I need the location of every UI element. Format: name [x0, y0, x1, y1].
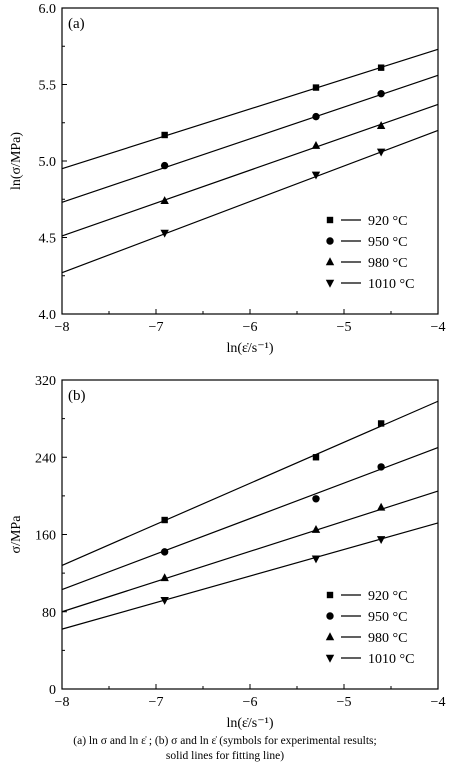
legend-marker	[325, 632, 335, 641]
fit-line	[61, 490, 439, 613]
data-point	[377, 420, 385, 427]
legend-label: 1010 °C	[368, 277, 414, 292]
fit-line	[61, 522, 439, 630]
data-point	[311, 524, 321, 533]
data-point	[376, 536, 386, 545]
data-point	[160, 161, 169, 170]
data-point	[312, 112, 320, 121]
fit-line	[61, 400, 439, 566]
x-tick-label: −7	[149, 320, 164, 335]
x-tick-label: −8	[55, 695, 70, 710]
legend-marker	[326, 237, 334, 245]
data-point	[376, 502, 386, 511]
fit-line	[61, 74, 439, 203]
figure-caption: (a) ln σ and ln ε̇ ; (b) σ and ln ε̇ (sy…	[0, 734, 450, 764]
y-tick-label: 160	[35, 529, 56, 544]
y-tick-label: 6.0	[39, 2, 57, 17]
x-axis-label: ln(ε̇/s⁻¹)	[226, 716, 273, 730]
panel-label: (b)	[68, 388, 86, 404]
x-tick-label: −6	[243, 320, 258, 335]
data-point	[376, 148, 386, 157]
x-axis-label: ln(ε̇/s⁻¹)	[226, 341, 273, 356]
fit-line	[61, 447, 439, 591]
y-tick-label: 320	[35, 374, 56, 389]
legend-label: 980 °C	[368, 631, 407, 646]
legend-label: 950 °C	[368, 610, 407, 625]
y-axis-label: σ/MPa	[9, 515, 24, 554]
legend-label: 920 °C	[368, 214, 407, 229]
x-tick-label: −7	[149, 695, 164, 710]
panel-label: (a)	[68, 16, 85, 32]
data-point	[312, 454, 320, 461]
x-tick-label: −6	[243, 695, 258, 710]
data-point	[311, 171, 321, 180]
data-point	[377, 463, 385, 471]
data-point	[160, 596, 169, 605]
y-tick-label: 80	[42, 606, 56, 621]
data-point	[311, 141, 321, 149]
x-tick-label: −8	[55, 320, 70, 335]
fit-line	[61, 48, 439, 170]
data-point	[311, 555, 321, 564]
y-tick-label: 5.0	[39, 155, 57, 170]
data-point	[160, 196, 169, 204]
legend-marker	[326, 612, 334, 620]
data-point	[376, 121, 386, 130]
chart-panel-a: −8 −7 −6 −5 −4 4.0 4.5 5.0 5.5 6.0 ln(ε̇/s⁻¹) ln(σ/…	[9, 2, 446, 356]
caption-line-2: solid lines for fitting line)	[165, 750, 285, 762]
legend-marker	[325, 279, 335, 288]
data-point	[161, 131, 168, 139]
data-point	[160, 229, 169, 238]
legend-marker	[325, 654, 335, 663]
data-point	[160, 573, 169, 582]
legend-marker	[326, 591, 334, 599]
y-tick-label: 0	[49, 683, 56, 698]
caption-line-1: (a) ln σ and ln ε̇ ; (b) σ and ln ε̇ (sy…	[73, 735, 377, 747]
data-point	[312, 495, 320, 503]
y-tick-label: 5.5	[39, 79, 57, 94]
y-axis-label: ln(σ/MPa)	[9, 132, 24, 190]
legend-marker	[325, 257, 335, 266]
legend-label: 980 °C	[368, 256, 407, 271]
legend-label: 1010 °C	[368, 652, 414, 667]
data-point	[377, 89, 385, 98]
y-tick-label: 4.0	[39, 308, 57, 323]
chart-panel-b: −8 −7 −6 −5 −4 0 80 160 240 320 ln(ε̇/s⁻¹) σ/MPa (b)…	[9, 374, 446, 730]
y-tick-label: 240	[35, 451, 56, 466]
x-tick-label: −5	[337, 695, 352, 710]
data-point	[161, 516, 168, 524]
fit-line	[61, 129, 439, 274]
y-tick-label: 4.5	[39, 232, 57, 247]
x-tick-label: −5	[337, 320, 352, 335]
data-point	[377, 64, 385, 71]
data-point	[160, 548, 169, 556]
x-tick-label: −4	[431, 320, 446, 335]
x-tick-label: −4	[431, 695, 446, 710]
legend-label: 920 °C	[368, 589, 407, 604]
data-point	[312, 84, 320, 91]
fit-line	[61, 103, 439, 237]
legend-label: 950 °C	[368, 235, 407, 250]
legend-marker	[326, 216, 334, 224]
